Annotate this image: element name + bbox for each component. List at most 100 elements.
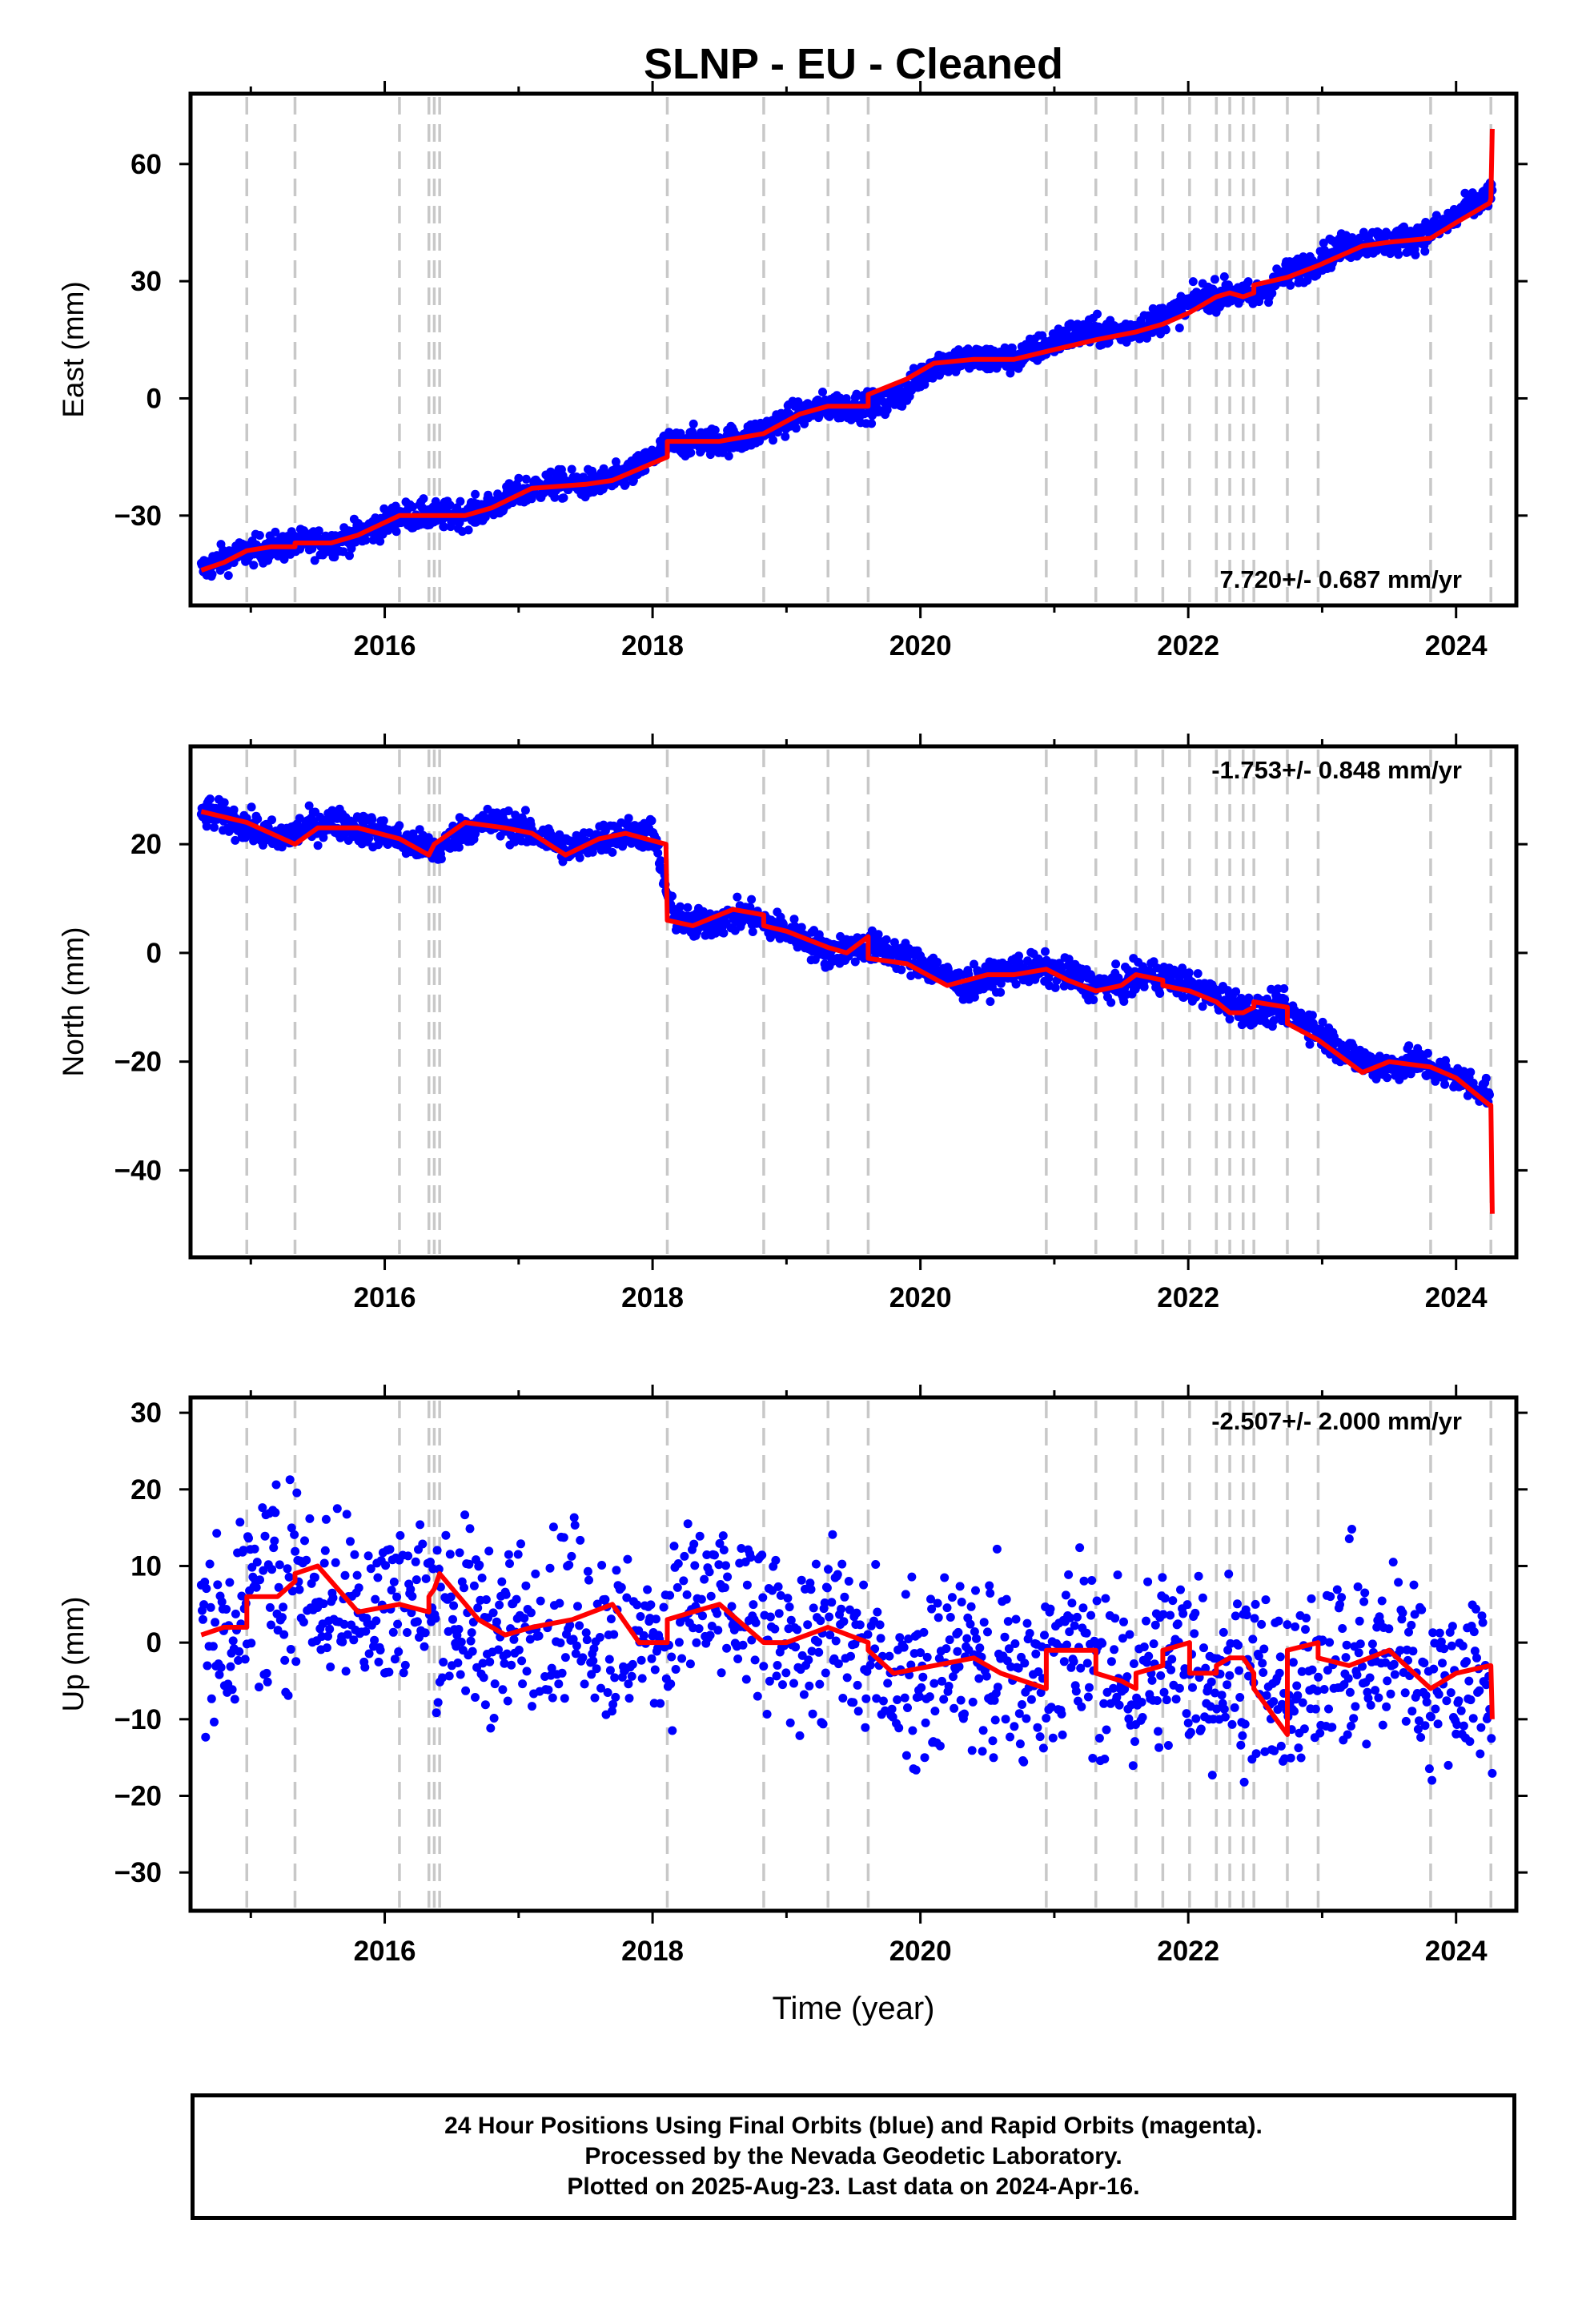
data-point bbox=[988, 1736, 998, 1746]
data-point bbox=[1191, 1608, 1200, 1618]
data-point bbox=[567, 464, 576, 474]
data-point bbox=[1154, 1727, 1162, 1736]
data-point bbox=[738, 1640, 748, 1650]
data-point bbox=[1243, 277, 1253, 287]
data-point bbox=[982, 1671, 991, 1681]
plot-frame bbox=[188, 91, 1519, 608]
data-point bbox=[873, 1607, 882, 1617]
data-point bbox=[339, 1619, 349, 1629]
data-point bbox=[205, 1559, 215, 1569]
data-point bbox=[271, 1508, 280, 1518]
data-point bbox=[773, 428, 782, 437]
data-point bbox=[588, 1656, 598, 1666]
data-point bbox=[723, 1572, 733, 1582]
data-point bbox=[1193, 969, 1203, 979]
data-point bbox=[1130, 1737, 1139, 1747]
data-point bbox=[267, 815, 276, 825]
data-point bbox=[1087, 1576, 1097, 1585]
event-lines bbox=[245, 97, 1492, 602]
data-point bbox=[484, 1546, 494, 1556]
data-point bbox=[492, 1617, 501, 1626]
data-point bbox=[1173, 1619, 1182, 1629]
data-point bbox=[252, 1558, 262, 1567]
data-point bbox=[822, 1583, 832, 1593]
data-point bbox=[331, 1558, 340, 1567]
data-point bbox=[1383, 1073, 1392, 1083]
data-point bbox=[689, 419, 698, 428]
data-point bbox=[1092, 1596, 1102, 1606]
data-point bbox=[918, 1672, 928, 1682]
data-point bbox=[1004, 1644, 1014, 1654]
data-point bbox=[927, 1604, 937, 1614]
data-point bbox=[467, 1628, 476, 1638]
data-point bbox=[828, 1530, 837, 1539]
data-point bbox=[418, 1539, 428, 1549]
data-point bbox=[1034, 1667, 1043, 1676]
data-point bbox=[582, 1635, 592, 1645]
data-point bbox=[583, 1566, 592, 1576]
data-point bbox=[247, 1638, 256, 1648]
data-point bbox=[1062, 1640, 1071, 1650]
data-point bbox=[445, 501, 455, 510]
data-point bbox=[989, 1753, 998, 1763]
data-point bbox=[1076, 1663, 1086, 1673]
data-point bbox=[793, 1625, 802, 1634]
data-point bbox=[1158, 1610, 1168, 1619]
data-point bbox=[528, 1702, 536, 1711]
data-point bbox=[550, 493, 560, 502]
data-point bbox=[217, 1597, 227, 1606]
data-point bbox=[354, 1583, 363, 1593]
data-point bbox=[920, 1753, 930, 1763]
data-point bbox=[673, 1582, 682, 1592]
data-point bbox=[363, 1551, 373, 1561]
data-point bbox=[636, 1655, 646, 1665]
data-point bbox=[985, 1581, 994, 1590]
data-point bbox=[465, 1524, 475, 1534]
data-point bbox=[448, 1614, 457, 1624]
data-point bbox=[310, 556, 319, 565]
data-point bbox=[287, 1586, 297, 1596]
data-point bbox=[1014, 1709, 1024, 1719]
data-point bbox=[1083, 1692, 1093, 1702]
data-point bbox=[713, 1626, 723, 1635]
data-point bbox=[432, 1546, 442, 1555]
data-point bbox=[1210, 275, 1219, 284]
data-point bbox=[531, 1569, 540, 1578]
data-point bbox=[814, 1647, 824, 1657]
data-point bbox=[679, 1576, 689, 1586]
data-point bbox=[1152, 963, 1162, 973]
data-point bbox=[1162, 1695, 1171, 1705]
data-point bbox=[934, 1613, 943, 1622]
data-point bbox=[714, 1560, 724, 1570]
y-tick-label: 0 bbox=[147, 383, 162, 414]
data-point bbox=[1078, 1603, 1088, 1613]
data-point bbox=[262, 1668, 271, 1678]
data-point bbox=[1094, 1734, 1104, 1743]
data-point bbox=[1007, 344, 1017, 352]
data-point bbox=[271, 527, 280, 537]
data-point bbox=[1106, 998, 1116, 1007]
x-tick-label: 2020 bbox=[889, 1282, 952, 1313]
data-point bbox=[341, 1667, 351, 1676]
data-point bbox=[278, 1613, 287, 1622]
data-point bbox=[673, 1559, 683, 1568]
data-point bbox=[795, 1731, 805, 1740]
data-point bbox=[881, 1706, 889, 1715]
data-point bbox=[239, 1546, 248, 1555]
data-point bbox=[544, 1685, 553, 1695]
data-point bbox=[269, 1543, 279, 1553]
data-point bbox=[202, 822, 211, 831]
data-point bbox=[207, 1694, 216, 1703]
data-point bbox=[216, 1663, 226, 1672]
data-point bbox=[596, 1683, 605, 1693]
data-point bbox=[558, 857, 568, 866]
data-point bbox=[1211, 1688, 1219, 1698]
data-point bbox=[322, 1643, 331, 1653]
data-point bbox=[1082, 1659, 1092, 1668]
data-point bbox=[571, 1649, 580, 1659]
data-point bbox=[783, 1594, 793, 1603]
data-point bbox=[366, 1564, 375, 1574]
data-point bbox=[412, 1617, 422, 1626]
data-point bbox=[240, 1655, 250, 1664]
